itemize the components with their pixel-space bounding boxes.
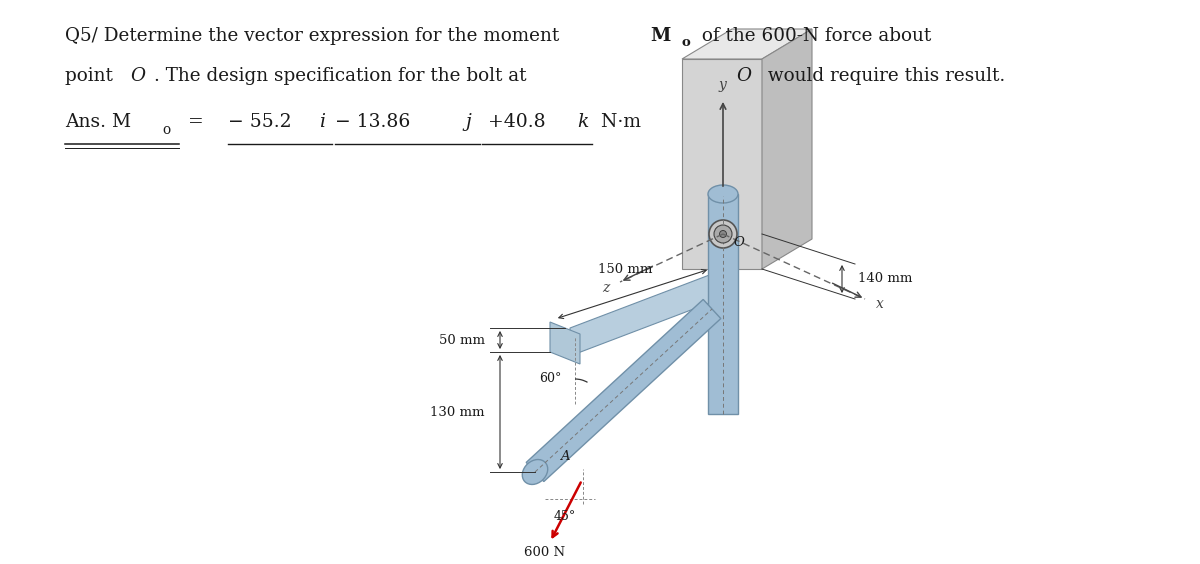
- Ellipse shape: [708, 185, 738, 203]
- Text: O: O: [736, 67, 751, 85]
- Ellipse shape: [720, 231, 726, 237]
- Text: j: j: [466, 113, 470, 131]
- Polygon shape: [570, 274, 712, 356]
- Text: x: x: [876, 297, 884, 311]
- Text: 600 N: 600 N: [524, 545, 565, 558]
- Text: M: M: [650, 27, 671, 45]
- Polygon shape: [682, 29, 812, 59]
- Text: A: A: [560, 450, 570, 462]
- Text: would require this result.: would require this result.: [762, 67, 1006, 85]
- Text: k: k: [577, 113, 588, 131]
- Text: N·m: N·m: [595, 113, 641, 131]
- Text: . The design specification for the bolt at: . The design specification for the bolt …: [154, 67, 533, 85]
- Text: − 13.86: − 13.86: [335, 113, 410, 131]
- Text: o: o: [682, 37, 691, 50]
- Text: − 55.2: − 55.2: [228, 113, 292, 131]
- Ellipse shape: [709, 220, 737, 248]
- Polygon shape: [762, 29, 812, 269]
- Polygon shape: [526, 299, 721, 482]
- Text: +40.8: +40.8: [482, 113, 546, 131]
- Text: =: =: [182, 113, 210, 131]
- Text: 140 mm: 140 mm: [858, 272, 912, 285]
- Text: i: i: [319, 113, 325, 131]
- Text: 60°: 60°: [540, 372, 562, 386]
- Text: o: o: [162, 122, 170, 136]
- Text: y: y: [718, 78, 726, 92]
- Text: Ans. M: Ans. M: [65, 113, 131, 131]
- Polygon shape: [682, 59, 762, 269]
- Text: 150 mm: 150 mm: [598, 263, 652, 276]
- Text: 50 mm: 50 mm: [439, 333, 485, 346]
- Text: 130 mm: 130 mm: [431, 406, 485, 418]
- Text: point: point: [65, 67, 119, 85]
- Ellipse shape: [522, 460, 547, 484]
- Text: of the 600-N force about: of the 600-N force about: [696, 27, 931, 45]
- Text: O: O: [733, 236, 744, 249]
- Text: z: z: [602, 281, 610, 295]
- Text: Q5/ Determine the vector expression for the moment: Q5/ Determine the vector expression for …: [65, 27, 565, 45]
- Text: 45°: 45°: [554, 510, 576, 523]
- Text: O: O: [130, 67, 145, 85]
- Ellipse shape: [714, 225, 732, 243]
- Polygon shape: [550, 322, 580, 364]
- Polygon shape: [708, 194, 738, 414]
